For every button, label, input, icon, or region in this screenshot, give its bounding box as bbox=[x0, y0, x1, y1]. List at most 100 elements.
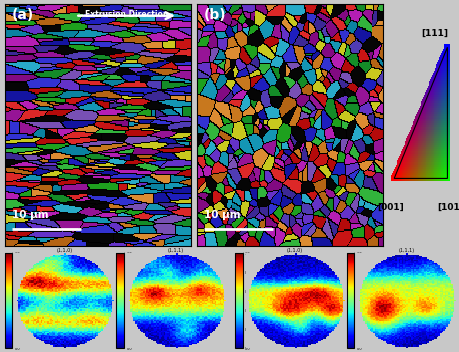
Point bbox=[434, 77, 441, 83]
Point bbox=[430, 143, 437, 149]
Point bbox=[432, 121, 440, 127]
Point bbox=[436, 134, 443, 140]
Point bbox=[438, 149, 446, 155]
Point bbox=[439, 145, 447, 151]
Point bbox=[437, 160, 444, 166]
Point bbox=[415, 134, 423, 140]
Point bbox=[421, 106, 429, 111]
Point bbox=[424, 167, 431, 172]
Point bbox=[428, 167, 435, 172]
Point bbox=[442, 123, 449, 129]
Point bbox=[436, 71, 443, 76]
Point bbox=[439, 167, 447, 172]
Point bbox=[425, 101, 432, 107]
Point bbox=[432, 176, 440, 181]
Point bbox=[432, 165, 440, 170]
Point bbox=[403, 160, 410, 166]
Point bbox=[443, 156, 450, 162]
Point bbox=[409, 160, 416, 166]
Point bbox=[421, 103, 429, 109]
Point bbox=[427, 112, 434, 118]
Point bbox=[434, 160, 441, 166]
Point bbox=[441, 158, 448, 164]
Point bbox=[432, 163, 440, 168]
Point bbox=[441, 110, 448, 116]
Point bbox=[441, 49, 448, 55]
Point bbox=[421, 130, 429, 135]
Point bbox=[422, 134, 430, 140]
Point bbox=[406, 163, 413, 168]
Point bbox=[398, 169, 406, 175]
Point bbox=[437, 119, 444, 124]
Point bbox=[419, 160, 426, 166]
Point bbox=[431, 165, 438, 170]
Point bbox=[395, 174, 403, 179]
Point bbox=[435, 156, 442, 162]
Point bbox=[432, 86, 440, 92]
Point bbox=[414, 130, 422, 135]
Point bbox=[441, 165, 448, 170]
Point bbox=[419, 108, 426, 113]
Point bbox=[439, 117, 447, 122]
Point bbox=[436, 90, 443, 96]
Point bbox=[413, 149, 420, 155]
Point bbox=[432, 143, 440, 149]
Point bbox=[414, 143, 422, 149]
Point bbox=[428, 121, 435, 127]
Point bbox=[434, 141, 441, 146]
Point bbox=[425, 130, 432, 135]
Point bbox=[437, 86, 445, 92]
Point bbox=[428, 110, 435, 116]
Point bbox=[419, 134, 426, 140]
Point bbox=[440, 156, 448, 162]
Point bbox=[420, 136, 428, 142]
Point bbox=[418, 127, 425, 133]
Point bbox=[430, 80, 437, 85]
Point bbox=[428, 169, 435, 175]
Point bbox=[431, 156, 439, 162]
Point bbox=[435, 101, 442, 107]
Point bbox=[402, 171, 409, 177]
Point bbox=[434, 108, 441, 113]
Point bbox=[429, 127, 436, 133]
Point bbox=[394, 169, 402, 175]
Point bbox=[430, 97, 437, 102]
Point bbox=[434, 103, 441, 109]
Point bbox=[411, 171, 418, 177]
Point bbox=[438, 93, 446, 98]
Point bbox=[441, 143, 448, 149]
Point bbox=[441, 108, 448, 113]
Point bbox=[422, 152, 430, 157]
Point bbox=[440, 160, 448, 166]
Point bbox=[399, 163, 407, 168]
Point bbox=[401, 171, 409, 177]
Point bbox=[442, 66, 449, 72]
Point bbox=[416, 123, 424, 129]
Point bbox=[421, 141, 429, 146]
Point bbox=[409, 167, 416, 172]
Point bbox=[437, 84, 445, 89]
Point bbox=[428, 143, 435, 149]
Point bbox=[430, 158, 437, 164]
Point bbox=[430, 165, 437, 170]
Point bbox=[412, 152, 419, 157]
Point bbox=[434, 88, 441, 94]
Point bbox=[424, 152, 431, 157]
Point bbox=[425, 108, 432, 113]
Point bbox=[427, 138, 434, 144]
Point bbox=[402, 158, 409, 164]
Point bbox=[435, 119, 442, 124]
Point bbox=[397, 156, 405, 162]
Point bbox=[437, 123, 445, 129]
Point bbox=[433, 97, 440, 102]
Point bbox=[420, 158, 428, 164]
Point bbox=[435, 90, 442, 96]
Point bbox=[411, 125, 418, 131]
Point bbox=[407, 160, 414, 166]
Point bbox=[440, 125, 448, 131]
Point bbox=[435, 103, 442, 109]
Point bbox=[416, 165, 424, 170]
Point bbox=[436, 108, 443, 113]
Point bbox=[414, 138, 422, 144]
Point bbox=[432, 147, 440, 153]
